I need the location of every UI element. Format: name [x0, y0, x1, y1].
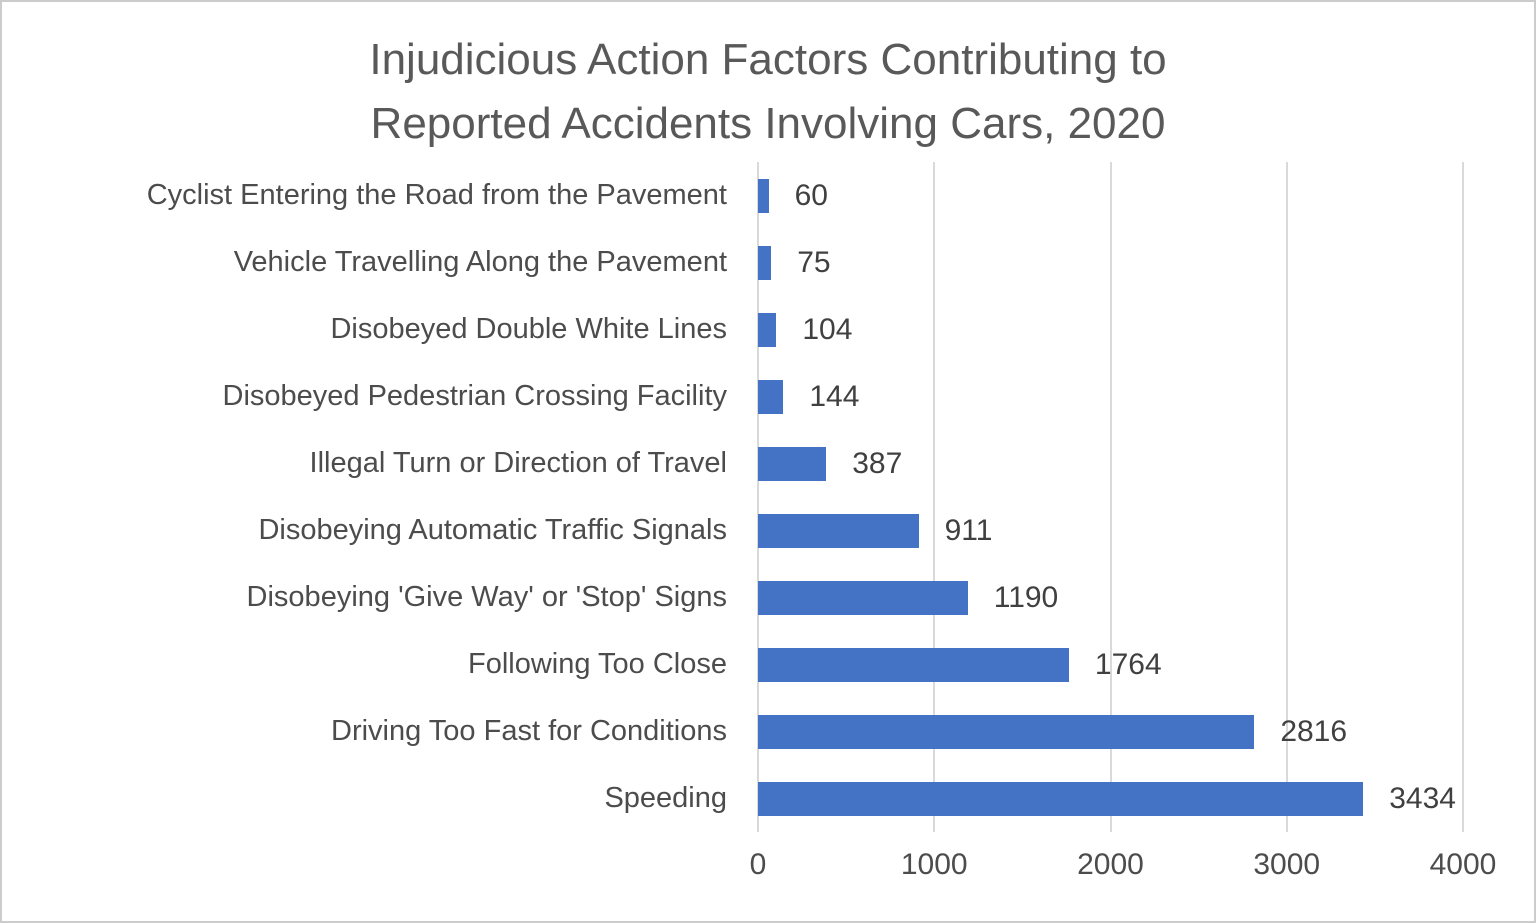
bar: [758, 178, 769, 213]
category-label: Speeding: [604, 782, 727, 814]
category-label: Disobeying Automatic Traffic Signals: [258, 514, 727, 546]
value-label: 1190: [993, 580, 1059, 614]
bar-row: Speeding 3434: [2, 765, 1463, 832]
bar-row: Disobeyed Pedestrian Crossing Facility 14…: [2, 363, 1463, 430]
bar: [758, 580, 968, 615]
bar-track: 104: [758, 296, 1463, 363]
x-tick-label: 4000: [1429, 848, 1497, 881]
value-label: 104: [802, 312, 853, 346]
bar-row: Disobeying 'Give Way' or 'Stop' Signs 119…: [2, 564, 1463, 631]
bar-row: Vehicle Travelling Along the Pavement 75: [2, 229, 1463, 296]
bar-track: 144: [758, 363, 1463, 430]
value-label: 2816: [1280, 714, 1348, 748]
bar-track: 1764: [758, 631, 1463, 698]
category-label: Following Too Close: [468, 648, 727, 680]
bar: [758, 781, 1364, 816]
bar: [758, 379, 784, 414]
category-label: Vehicle Travelling Along the Pavement: [233, 246, 727, 278]
bar-track: 3434: [758, 765, 1463, 832]
bar-track: 60: [758, 162, 1463, 229]
category-label: Disobeyed Pedestrian Crossing Facility: [222, 380, 728, 412]
plot-area-gridlines: [757, 162, 1464, 832]
gridline: [933, 162, 936, 832]
bar-track: 2816: [758, 698, 1463, 765]
value-label: 3434: [1389, 781, 1456, 815]
x-tick-label: 0: [749, 848, 767, 881]
category-label: Cyclist Entering the Road from the Pavem…: [146, 179, 727, 211]
bar-row: Disobeying Automatic Traffic Signals 911: [2, 497, 1463, 564]
bar: [758, 446, 827, 481]
bar-rows: Cyclist Entering the Road from the Pavem…: [2, 162, 1463, 832]
bar: [758, 513, 919, 548]
bar-row: Following Too Close 1764: [2, 631, 1463, 698]
category-label: Disobeyed Double White Lines: [330, 313, 727, 345]
bar: [758, 714, 1255, 749]
category-label: Illegal Turn or Direction of Travel: [309, 447, 727, 479]
gridline: [1109, 162, 1112, 832]
chart-title-line-1: Injudicious Action Factors Contributing …: [369, 35, 1167, 84]
bar-track: 1190: [758, 564, 1463, 631]
bar-row: Cyclist Entering the Road from the Pavem…: [2, 162, 1463, 229]
value-label: 144: [809, 379, 860, 413]
gridline: [1285, 162, 1288, 832]
bar-row: Disobeyed Double White Lines 104: [2, 296, 1463, 363]
value-label: 1764: [1094, 647, 1162, 681]
x-tick-label: 3000: [1253, 848, 1321, 881]
bar-row: Driving Too Fast for Conditions 2816: [2, 698, 1463, 765]
chart-title-line-2: Reported Accidents Involving Cars, 2020: [370, 99, 1166, 148]
gridline: [757, 162, 759, 832]
bar: [758, 647, 1069, 682]
bar: [758, 312, 777, 347]
x-axis: 0 1000 2000 3000 4000: [750, 848, 1497, 892]
chart-title: Injudicious Action Factors Contributing …: [2, 28, 1534, 156]
x-tick-label: 2000: [1077, 848, 1144, 881]
value-label: 911: [944, 513, 993, 547]
category-label: Driving Too Fast for Conditions: [331, 715, 727, 747]
bar-track: 911: [758, 497, 1463, 564]
x-tick-label: 1000: [900, 848, 968, 881]
value-label: 60: [794, 178, 828, 212]
value-label: 75: [797, 245, 831, 279]
bar: [758, 245, 772, 280]
bar-row: Illegal Turn or Direction of Travel 387: [2, 430, 1463, 497]
value-label: 387: [852, 446, 903, 480]
category-label: Disobeying 'Give Way' or 'Stop' Signs: [246, 581, 727, 613]
bar-track: 75: [758, 229, 1463, 296]
gridline: [1462, 162, 1464, 832]
bar-track: 387: [758, 430, 1463, 497]
